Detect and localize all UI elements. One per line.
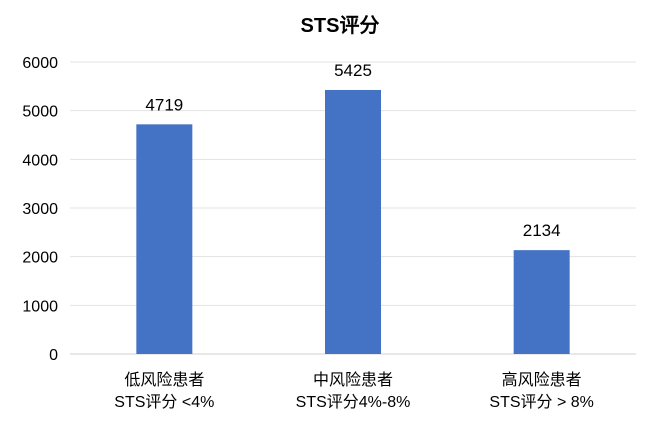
bar: [136, 124, 193, 354]
bar: [325, 89, 381, 354]
bar: [513, 250, 570, 354]
y-tick-label: 5000: [22, 104, 58, 121]
y-tick-label: 2000: [22, 250, 58, 267]
y-tick-label: 0: [49, 347, 58, 364]
data-label: 4719: [145, 95, 183, 114]
y-tick-label: 6000: [22, 55, 58, 72]
data-label: 5425: [334, 61, 372, 80]
x-category-label: 中风险患者 STS评分4%-8%: [296, 371, 411, 411]
data-label: 2134: [523, 221, 561, 240]
x-category-label: 低风险患者 STS评分 <4%: [114, 371, 214, 411]
chart-title: STS评分: [301, 14, 380, 37]
y-tick-label: 1000: [22, 298, 58, 315]
y-tick-label: 3000: [22, 201, 58, 218]
y-tick-label: 4000: [22, 152, 58, 169]
x-category-label: 高风险患者 STS评分 > 8%: [489, 371, 593, 411]
